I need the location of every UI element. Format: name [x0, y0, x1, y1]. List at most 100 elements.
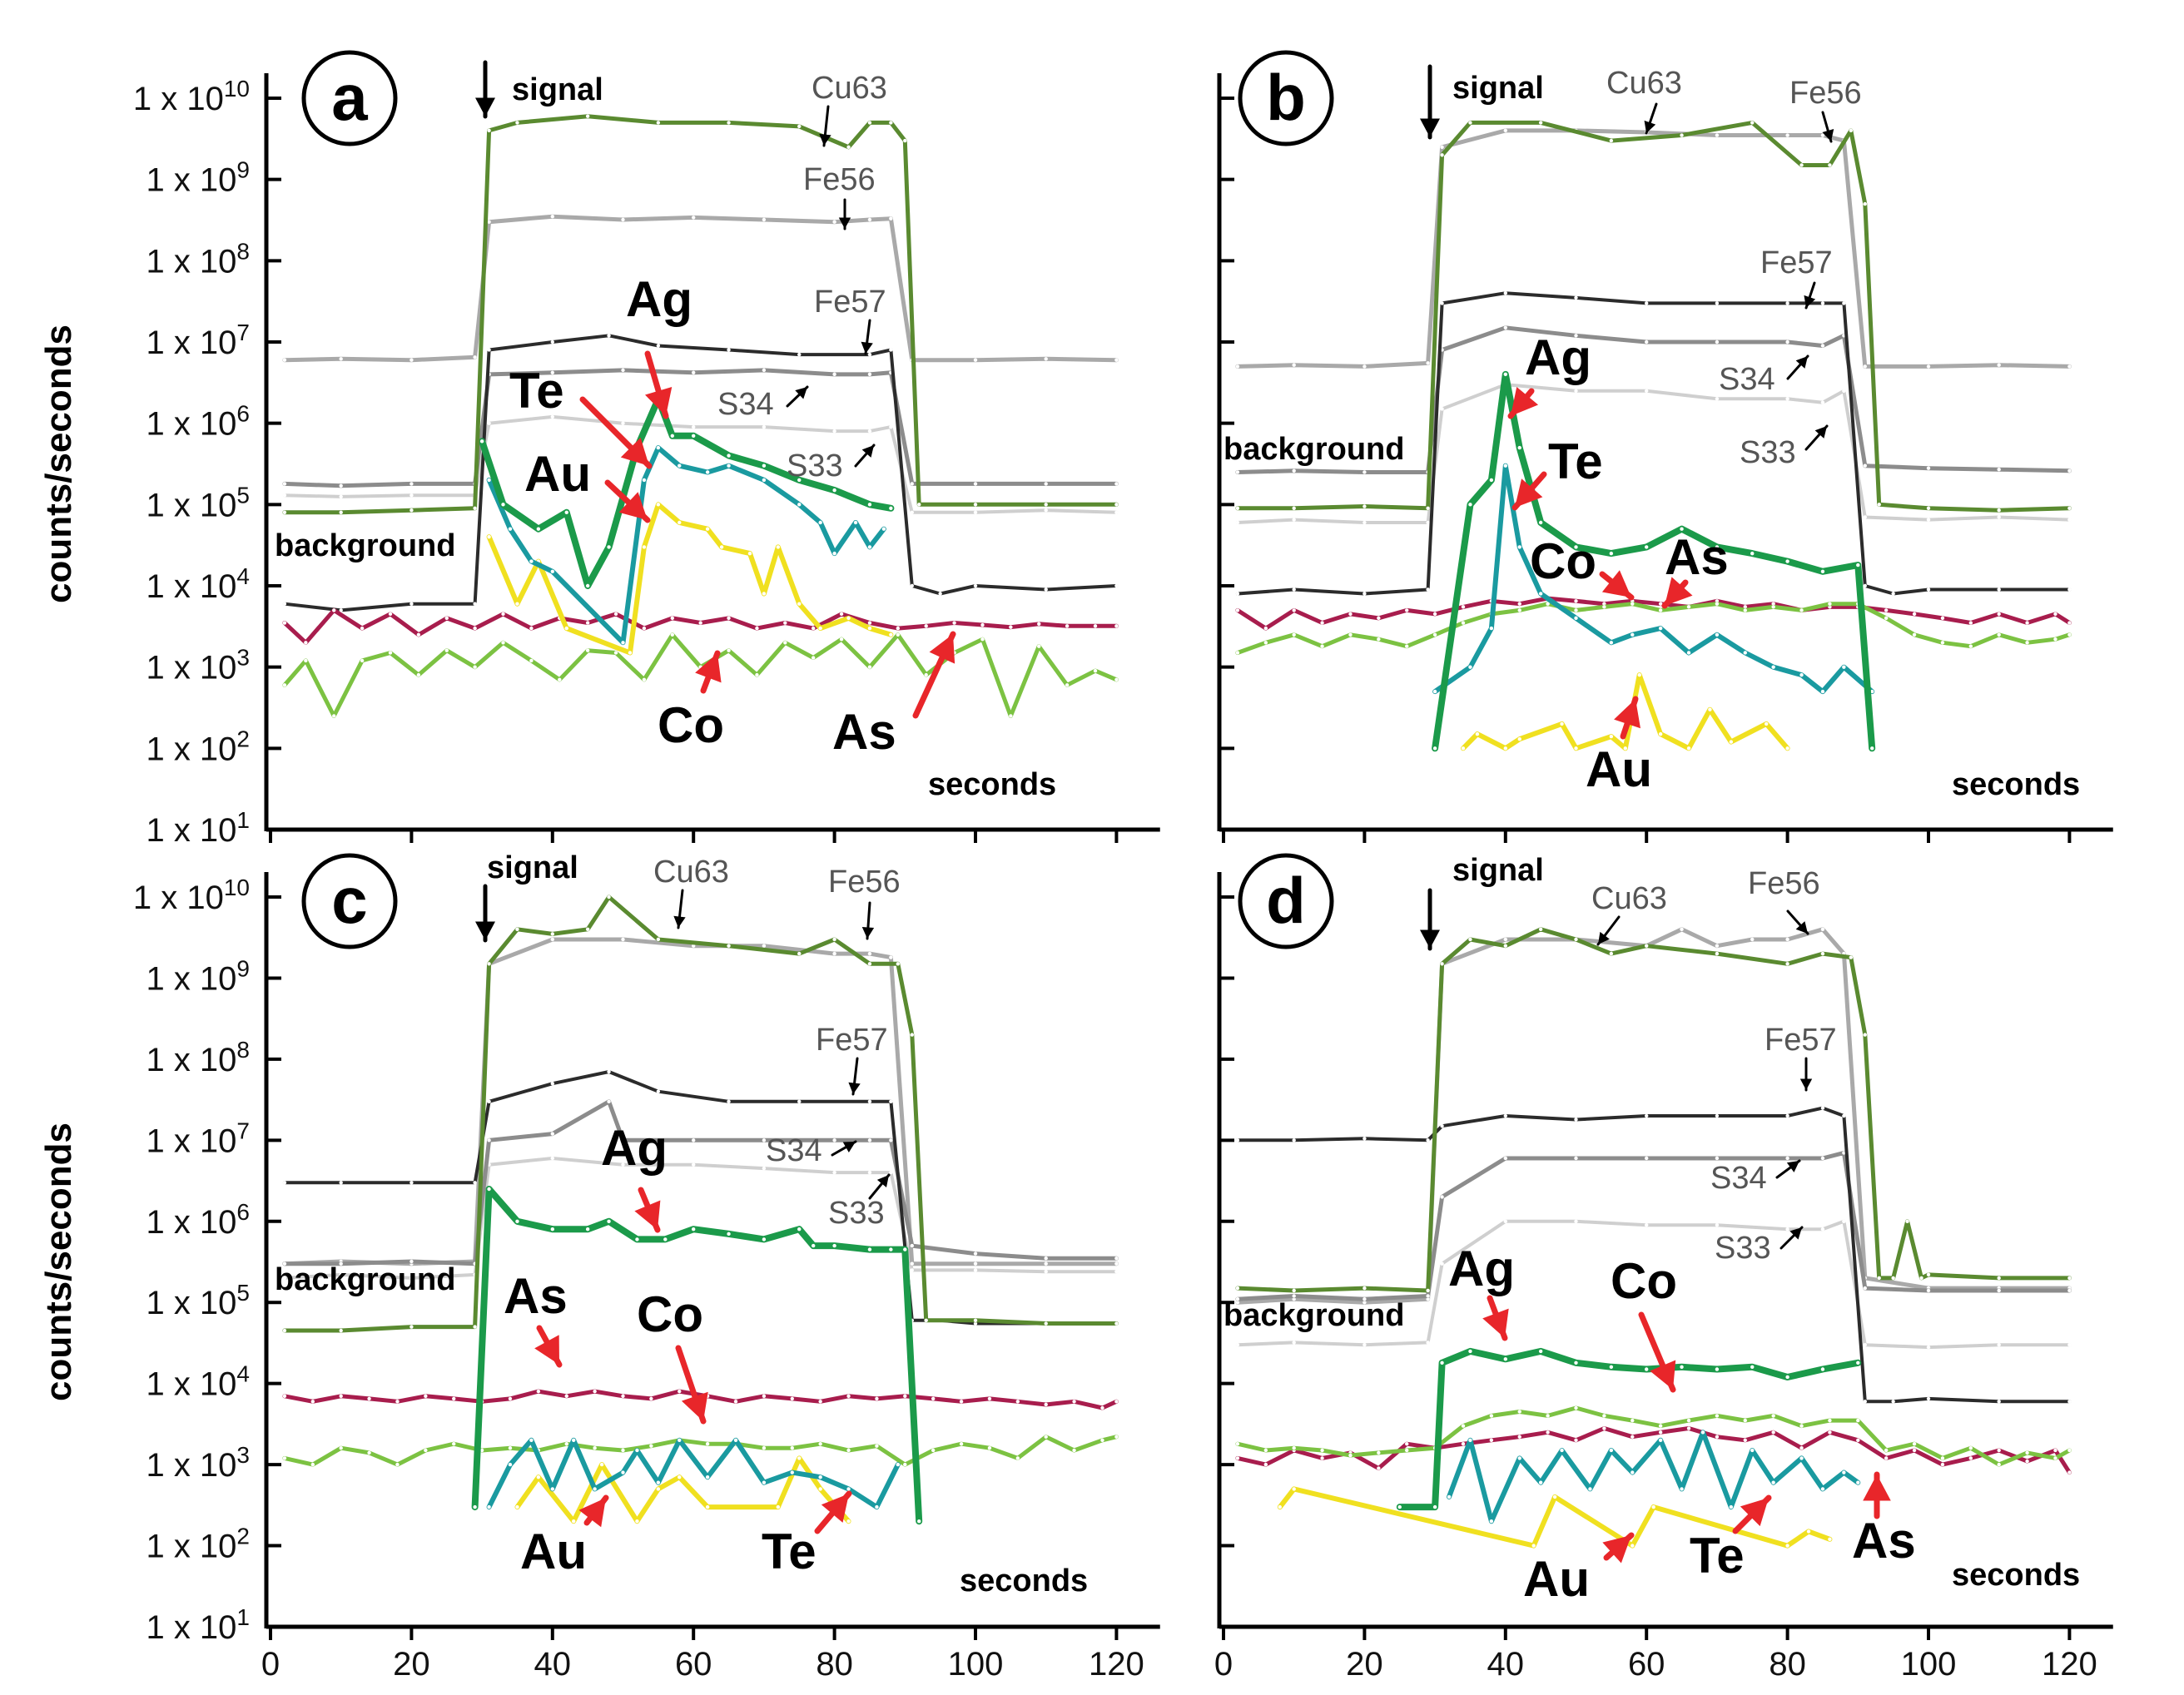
point-c-s34 — [607, 1099, 611, 1104]
point-d-cu63 — [1715, 951, 1720, 956]
point-d-as — [2025, 1459, 2029, 1464]
point-b-ag — [1785, 559, 1789, 563]
point-a-as — [360, 626, 365, 631]
point-c-ag — [550, 1227, 554, 1232]
point-c-co — [1015, 1456, 1020, 1460]
point-c-s34 — [487, 1138, 491, 1142]
point-a-au — [747, 551, 752, 556]
point-b-s34 — [1645, 339, 1649, 344]
point-d-s34 — [1715, 1156, 1720, 1161]
point-b-as — [1348, 612, 1353, 617]
point-b-s34 — [1363, 470, 1367, 474]
point-c-cu63 — [282, 1328, 287, 1333]
point-a-au — [762, 592, 767, 596]
x-tick-label-c-80: 80 — [816, 1646, 853, 1683]
point-c-te — [846, 1487, 851, 1491]
point-c-cu63 — [832, 937, 836, 942]
point-c-cu63 — [1044, 1321, 1048, 1326]
point-a-cu63 — [867, 121, 872, 125]
point-c-s34 — [973, 1251, 978, 1256]
point-a-s33 — [1114, 510, 1119, 514]
point-b-co — [1320, 644, 1324, 648]
series-b-te — [1432, 463, 1875, 695]
point-d-ag — [1820, 1367, 1825, 1371]
point-b-fe56 — [1292, 363, 1296, 367]
point-a-te — [853, 520, 858, 525]
point-c-s34 — [1114, 1256, 1119, 1261]
point-b-co — [1574, 608, 1578, 612]
background-label-d: background — [1224, 1298, 1404, 1333]
point-d-as — [1377, 1466, 1381, 1470]
point-d-cu63 — [1645, 944, 1649, 948]
point-a-as — [952, 621, 956, 625]
point-b-s34 — [1503, 325, 1508, 330]
point-a-co — [282, 683, 287, 687]
point-d-te — [1658, 1438, 1663, 1442]
point-a-cu63 — [487, 128, 491, 133]
point-a-ag — [479, 439, 484, 444]
series-c-ag — [471, 1186, 923, 1525]
point-c-s33 — [1044, 1269, 1048, 1274]
seconds-label-b: seconds — [1952, 767, 2080, 802]
point-d-co — [1997, 1462, 2001, 1467]
point-b-au — [1517, 737, 1521, 741]
y-tick-label-c-1: 1 x 101 — [146, 1604, 250, 1646]
point-a-as — [1037, 622, 1041, 626]
point-a-s33 — [621, 421, 625, 425]
signal-label-a: signal — [512, 72, 603, 107]
point-b-ag — [1680, 527, 1684, 531]
point-c-ag — [663, 1237, 668, 1242]
point-c-as — [1015, 1400, 1020, 1404]
point-b-co — [1235, 651, 1240, 655]
point-b-co — [1517, 608, 1521, 612]
point-d-fe57 — [1926, 1396, 1931, 1401]
point-c-cu63 — [550, 932, 554, 936]
point-c-fe56 — [1044, 1261, 1048, 1266]
point-d-as — [1771, 1430, 1775, 1435]
point-a-au — [818, 626, 822, 631]
arrow-b-ag — [1507, 387, 1539, 419]
point-d-s33 — [1292, 1341, 1296, 1345]
point-a-te — [881, 527, 886, 531]
point-d-te — [1609, 1448, 1614, 1453]
point-a-co — [1009, 714, 1013, 718]
point-a-as — [896, 626, 901, 631]
point-d-co — [1715, 1414, 1720, 1418]
point-a-ag — [867, 503, 872, 507]
x-tick-label-d-120: 120 — [2042, 1646, 2097, 1683]
point-b-as — [1968, 621, 1973, 625]
point-a-s33 — [550, 414, 554, 419]
point-d-co — [1461, 1424, 1466, 1428]
arrow-b-fe56 — [1821, 111, 1834, 143]
point-c-as — [452, 1396, 456, 1401]
point-b-cu63 — [1926, 506, 1931, 511]
point-a-au — [776, 545, 781, 549]
point-d-au — [1631, 1544, 1635, 1548]
point-c-co — [1114, 1435, 1119, 1439]
point-c-fe57 — [656, 1089, 661, 1093]
label-c-fe56: Fe56 — [828, 865, 901, 900]
point-d-co — [1320, 1448, 1324, 1453]
point-b-as — [1432, 612, 1437, 617]
point-a-s34 — [282, 482, 287, 486]
label-b-as: As — [1665, 529, 1729, 585]
point-d-s34 — [1574, 1156, 1578, 1161]
point-d-cu63 — [1863, 1033, 1867, 1037]
point-a-fe57 — [889, 348, 893, 352]
point-b-s33 — [1363, 520, 1367, 525]
point-b-ag — [1715, 545, 1720, 549]
point-a-fe57 — [867, 352, 872, 357]
point-c-s34 — [762, 1138, 767, 1142]
point-a-te — [705, 470, 710, 474]
point-c-as — [1114, 1400, 1119, 1404]
point-a-fe57 — [1044, 587, 1048, 592]
point-c-au — [515, 1504, 519, 1509]
label-d-te: Te — [1690, 1528, 1745, 1583]
point-c-s33 — [621, 1162, 625, 1167]
point-a-s33 — [1044, 508, 1048, 513]
point-c-s34 — [339, 1261, 343, 1266]
point-b-fe57 — [1645, 301, 1649, 305]
arrow-a-au — [604, 479, 651, 523]
point-b-fe56 — [1997, 363, 2001, 367]
point-d-fe56 — [1715, 944, 1720, 948]
